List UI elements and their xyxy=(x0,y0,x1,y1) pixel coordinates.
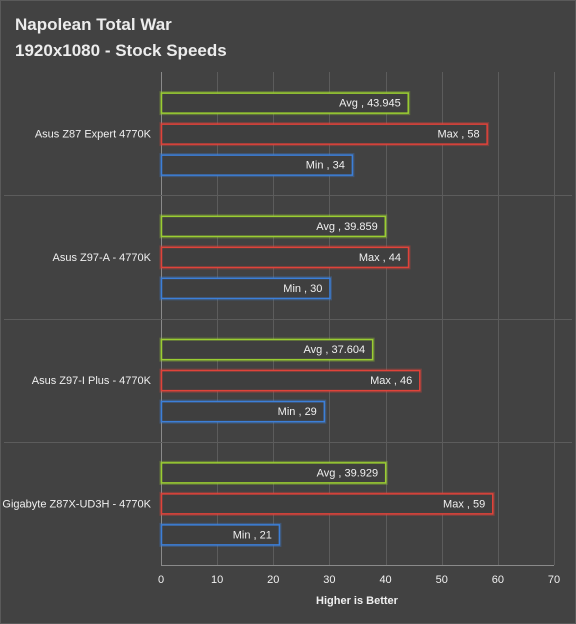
x-tick-label: 40 xyxy=(379,574,391,586)
bar-max xyxy=(160,493,494,515)
bar-min xyxy=(160,277,331,300)
category-separators xyxy=(4,195,572,443)
category-label: Asus Z97-A - 4770K xyxy=(53,252,152,264)
category-label: Gigabyte Z87X-UD3H - 4770K xyxy=(2,498,151,510)
bar-avg xyxy=(160,92,409,114)
x-tick-label: 20 xyxy=(267,574,279,586)
bar-max xyxy=(160,246,410,269)
x-tick-label: 10 xyxy=(211,574,223,586)
x-tick-label: 50 xyxy=(436,574,448,586)
bar-data-label: Avg , 37.604 xyxy=(304,344,366,356)
bar-max xyxy=(160,369,421,392)
bar-min xyxy=(160,154,354,176)
x-tick-label: 70 xyxy=(548,574,560,586)
x-axis-title: Higher is Better xyxy=(316,595,399,607)
chart-title-line-1: Napolean Total War xyxy=(15,15,172,34)
bar-min xyxy=(160,400,326,423)
bar-min xyxy=(160,524,281,546)
bar-data-label: Avg , 39.859 xyxy=(316,221,378,233)
x-tick-label: 60 xyxy=(492,574,504,586)
bar-data-label: Min , 29 xyxy=(278,406,317,418)
chart-title-line-2: 1920x1080 - Stock Speeds xyxy=(15,41,227,60)
bar-data-label: Max , 44 xyxy=(359,252,401,264)
bar-data-label: Max , 46 xyxy=(370,375,412,387)
bar-data-label: Avg , 39.929 xyxy=(317,467,379,479)
category-label: Asus Z87 Expert 4770K xyxy=(35,129,152,141)
x-tick-label: 30 xyxy=(323,574,335,586)
bar-avg xyxy=(160,338,374,361)
bar-data-label: Max , 58 xyxy=(437,129,479,141)
category-labels: Asus Z87 Expert 4770K Asus Z97-A - 4770K A… xyxy=(2,129,151,511)
bar-max xyxy=(160,123,488,145)
bar-avg xyxy=(160,215,387,238)
bar-data-label: Min , 34 xyxy=(306,160,345,172)
bar-data-label: Max , 59 xyxy=(443,498,485,510)
bar-data-label: Min , 21 xyxy=(233,529,272,541)
bar-data-label: Min , 30 xyxy=(283,283,322,295)
category-label: Asus Z97-I Plus - 4770K xyxy=(32,375,152,387)
x-axis-ticks: 0 10 20 30 40 50 60 70 xyxy=(158,574,560,586)
bar-data-label: Avg , 43.945 xyxy=(339,98,401,110)
bars: Avg , 43.945 Max , 58 Min , 34 Avg , 39.859… xyxy=(159,91,495,547)
bar-avg xyxy=(160,462,387,484)
x-tick-label: 0 xyxy=(158,574,164,586)
